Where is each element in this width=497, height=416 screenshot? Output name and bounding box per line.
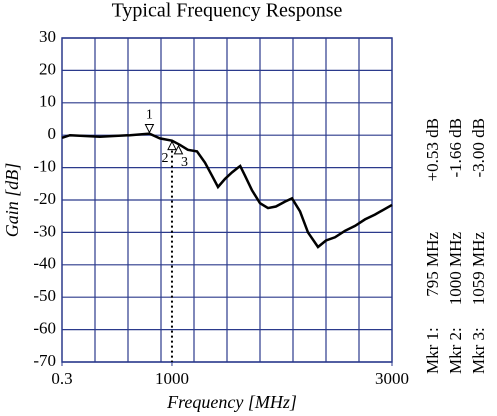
x-axis-label: Frequency [MHz] xyxy=(166,392,297,412)
marker-name: Mkr 1: xyxy=(423,327,442,374)
y-tick-label: -70 xyxy=(33,351,56,370)
marker-id: 3 xyxy=(181,155,188,170)
marker-freq: 1059 MHz xyxy=(469,232,488,306)
x-tick-label: 1000 xyxy=(155,369,189,388)
y-tick-label: -40 xyxy=(33,254,56,273)
response-line xyxy=(61,132,393,249)
marker-name: Mkr 2: xyxy=(446,327,465,374)
marker-id: 2 xyxy=(161,151,168,166)
marker-id: 1 xyxy=(146,108,153,123)
y-tick-label: -30 xyxy=(33,221,56,240)
marker-gain: -3.00 dB xyxy=(469,118,488,178)
y-tick-label: 30 xyxy=(39,27,56,46)
y-tick-label: 10 xyxy=(39,92,56,111)
x-tick-label: 0.3 xyxy=(51,369,72,388)
y-axis-label: Gain [dB] xyxy=(2,163,22,238)
marker-gain: -1.66 dB xyxy=(446,118,465,178)
marker xyxy=(173,144,184,155)
marker-name: Mkr 3: xyxy=(469,327,488,374)
y-tick-label: -50 xyxy=(33,286,56,305)
chart-title: Typical Frequency Response xyxy=(112,0,343,22)
marker-freq: 1000 MHz xyxy=(446,232,465,306)
marker-gain: +0.53 dB xyxy=(423,118,442,181)
marker xyxy=(144,123,155,134)
marker-freq: 795 MHz xyxy=(423,232,442,297)
marker xyxy=(167,140,177,151)
y-tick-label: -10 xyxy=(33,157,56,176)
y-tick-label: -60 xyxy=(33,319,56,338)
plot-frame xyxy=(61,37,393,363)
y-tick-label: 20 xyxy=(39,59,56,78)
y-tick-label: 0 xyxy=(48,124,57,143)
x-tick-label: 3000 xyxy=(375,369,409,388)
y-tick-label: -20 xyxy=(33,189,56,208)
